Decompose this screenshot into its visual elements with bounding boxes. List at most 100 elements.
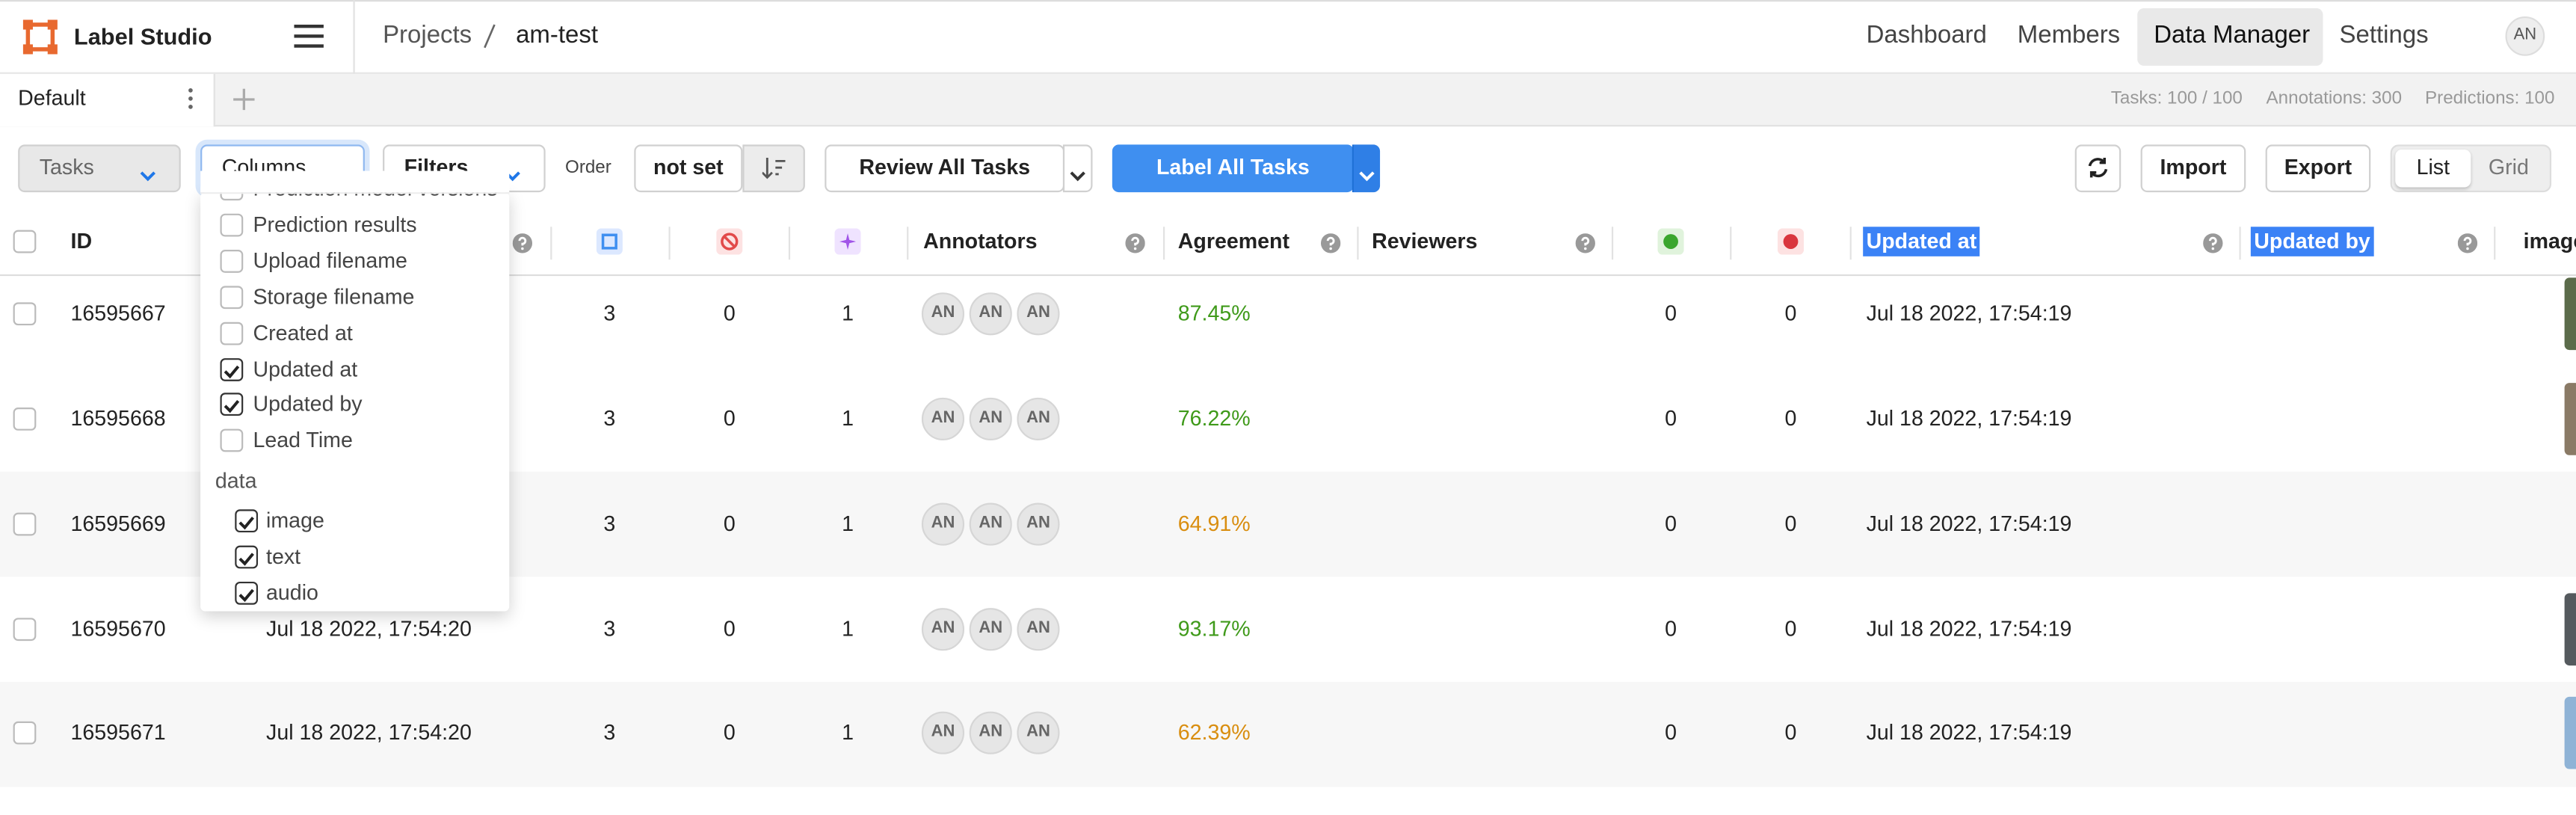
stat: Annotations: 300 bbox=[2266, 88, 2403, 109]
checkbox[interactable] bbox=[235, 509, 259, 533]
column-header: Reviewers bbox=[1372, 228, 1478, 253]
annotator-avatar bbox=[1017, 608, 1060, 651]
annotator-initials: AN bbox=[931, 409, 955, 428]
column-option[interactable]: Storage filename bbox=[253, 283, 415, 309]
logo bbox=[22, 19, 58, 55]
sort-button[interactable] bbox=[742, 144, 805, 193]
rejected-icon bbox=[1777, 228, 1805, 255]
annotator-avatar bbox=[1017, 397, 1060, 440]
button[interactable] bbox=[1112, 144, 1354, 193]
checkbox[interactable] bbox=[13, 302, 37, 326]
checkbox[interactable] bbox=[235, 545, 259, 569]
tab[interactable] bbox=[0, 73, 214, 127]
view-option[interactable]: List bbox=[2416, 154, 2450, 179]
button[interactable] bbox=[2265, 144, 2371, 193]
label-split[interactable] bbox=[1352, 144, 1381, 193]
refresh-icon bbox=[2086, 156, 2110, 179]
nav-link[interactable]: Settings bbox=[2339, 21, 2429, 49]
checkbox[interactable] bbox=[235, 581, 259, 605]
breadcrumb-separator bbox=[483, 23, 496, 49]
chevron bbox=[1359, 161, 1375, 182]
column-option[interactable]: Upload filename bbox=[253, 247, 407, 273]
completed-at: Jul 18 2022, 17:54:20 bbox=[266, 719, 472, 745]
checkbox[interactable] bbox=[220, 213, 244, 237]
annotator-initials: AN bbox=[979, 619, 1003, 638]
updated-at: Jul 18 2022, 17:54:19 bbox=[1866, 301, 2072, 326]
divider bbox=[907, 227, 909, 260]
menu-button bbox=[294, 23, 324, 49]
review-split[interactable] bbox=[1062, 144, 1093, 193]
view-active[interactable] bbox=[2395, 149, 2471, 188]
divider bbox=[1730, 227, 1732, 260]
column-header: Updated by bbox=[2250, 227, 2374, 256]
column-option[interactable]: Updated at bbox=[253, 355, 358, 381]
sort-icon bbox=[761, 157, 786, 179]
annotator-initials: AN bbox=[1026, 304, 1050, 322]
cancelled: 0 bbox=[723, 511, 736, 536]
button[interactable] bbox=[825, 144, 1065, 193]
stat: Predictions: 100 bbox=[2425, 88, 2555, 109]
nav-link[interactable]: Members bbox=[2017, 21, 2121, 49]
annotator-initials: AN bbox=[1026, 619, 1050, 638]
column-option[interactable]: Updated by bbox=[253, 391, 363, 416]
annotator-initials: AN bbox=[979, 304, 1003, 322]
column-header: Agreement bbox=[1177, 228, 1290, 253]
annotator-initials: AN bbox=[931, 722, 955, 742]
predictions: 1 bbox=[842, 301, 854, 326]
checkbox[interactable] bbox=[220, 285, 244, 309]
app-name: Label Studio bbox=[73, 22, 212, 49]
column-option[interactable]: image bbox=[266, 508, 324, 533]
breadcrumb[interactable]: Projects bbox=[383, 21, 472, 49]
tabs-bar bbox=[0, 73, 2576, 127]
button-label: Tasks bbox=[39, 154, 94, 179]
reviews-accepted: 0 bbox=[1665, 405, 1677, 431]
column-header: Annotators bbox=[923, 228, 1038, 253]
column-option[interactable]: Created at bbox=[253, 319, 353, 345]
divider bbox=[1611, 227, 1614, 260]
divider bbox=[1357, 227, 1359, 260]
checkbox[interactable] bbox=[220, 321, 244, 345]
image-thumbnail bbox=[2564, 696, 2576, 769]
checkbox[interactable] bbox=[220, 249, 244, 273]
button[interactable] bbox=[2140, 144, 2246, 193]
avatar[interactable] bbox=[2505, 16, 2545, 56]
checkbox[interactable] bbox=[220, 393, 244, 416]
annotator-avatar bbox=[921, 711, 965, 754]
total-annotations: 3 bbox=[603, 719, 616, 745]
checkbox[interactable] bbox=[220, 357, 244, 381]
cancelled-icon bbox=[716, 228, 743, 255]
nav-link[interactable]: Data Manager bbox=[2154, 21, 2311, 49]
agreement: 62.39% bbox=[1177, 719, 1251, 745]
button[interactable] bbox=[634, 144, 743, 193]
help-icon bbox=[1125, 232, 1145, 253]
annotator-initials: AN bbox=[1026, 514, 1050, 533]
column-option[interactable]: Lead Time bbox=[253, 428, 353, 453]
checkbox[interactable] bbox=[220, 429, 244, 453]
task-id: 16595670 bbox=[70, 616, 166, 642]
avatar-initials: AN bbox=[2513, 26, 2537, 45]
button[interactable] bbox=[18, 144, 181, 193]
checkbox[interactable] bbox=[13, 721, 37, 745]
checkbox[interactable] bbox=[13, 230, 37, 253]
task-id: 16595669 bbox=[70, 511, 166, 536]
reviews-rejected: 0 bbox=[1784, 405, 1797, 431]
cancelled: 0 bbox=[723, 405, 736, 431]
checkbox[interactable] bbox=[13, 512, 37, 536]
reviews-rejected: 0 bbox=[1784, 301, 1797, 326]
refresh-button[interactable] bbox=[2074, 144, 2121, 193]
column-option[interactable]: audio bbox=[266, 579, 318, 605]
checkbox[interactable] bbox=[13, 408, 37, 431]
annotator-avatar bbox=[1017, 502, 1060, 546]
nav-link[interactable]: Dashboard bbox=[1866, 21, 1987, 49]
checkbox[interactable] bbox=[13, 618, 37, 642]
column-option[interactable]: Prediction results bbox=[253, 212, 417, 237]
table-row[interactable] bbox=[0, 682, 2576, 787]
column-option[interactable]: text bbox=[266, 544, 301, 569]
button-label: Label All Tasks bbox=[1156, 154, 1310, 179]
view-option[interactable]: Grid bbox=[2488, 154, 2529, 179]
predictions: 1 bbox=[842, 616, 854, 642]
agreement: 87.45% bbox=[1177, 301, 1251, 326]
image-thumbnail bbox=[2564, 593, 2576, 666]
button-label: Review All Tasks bbox=[859, 154, 1031, 179]
chevron bbox=[1070, 161, 1086, 182]
